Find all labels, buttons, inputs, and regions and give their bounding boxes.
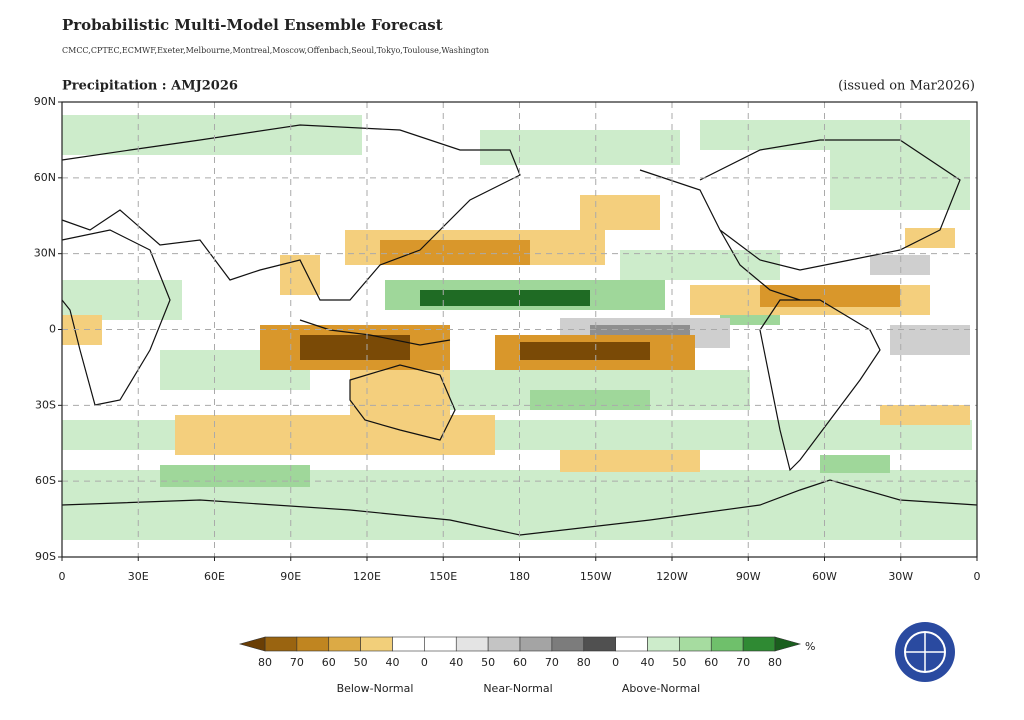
colorbar-cell bbox=[424, 636, 457, 652]
colorbar-label: 40 bbox=[386, 656, 400, 669]
variable: Precipitation : AMJ2026 bbox=[62, 79, 238, 94]
lon-label: 0 bbox=[59, 570, 66, 583]
lon-label: 60E bbox=[204, 570, 225, 583]
colorbar-label: 60 bbox=[322, 656, 336, 669]
lon-label: 150E bbox=[429, 570, 457, 583]
category-label: Near-Normal bbox=[483, 682, 552, 695]
colorbar-label: 70 bbox=[545, 656, 559, 669]
colorbar-cell bbox=[264, 636, 298, 652]
lat-label: 90S bbox=[35, 550, 56, 563]
lon-label: 60W bbox=[812, 570, 837, 583]
below-normal-mid bbox=[260, 240, 900, 370]
lon-label: 120W bbox=[656, 570, 688, 583]
colorbar-label: 80 bbox=[768, 656, 782, 669]
colorbar: 80 70 60 50 40 0 40 50 60 70 80 0 40 50 60 70 80% Below-N… bbox=[238, 636, 815, 695]
below-normal-light bbox=[62, 195, 970, 472]
colorbar-label: 40 bbox=[449, 656, 463, 669]
colorbar-label: 60 bbox=[704, 656, 718, 669]
lon-label: 30W bbox=[888, 570, 913, 583]
wmo-logo bbox=[895, 622, 955, 682]
title: Probabilistic Multi-Model Ensemble Forec… bbox=[62, 16, 443, 34]
above-normal-strong bbox=[420, 290, 590, 306]
colorbar-cell bbox=[296, 636, 330, 652]
colorbar-cell bbox=[583, 636, 616, 652]
colorbar-label: 80 bbox=[258, 656, 272, 669]
category-label: Below-Normal bbox=[337, 682, 414, 695]
colorbar-cell bbox=[551, 636, 585, 652]
lon-label: 90E bbox=[280, 570, 301, 583]
lon-label: 180 bbox=[509, 570, 530, 583]
colorbar-cell bbox=[360, 636, 393, 652]
lat-label: 30N bbox=[34, 247, 56, 260]
colorbar-cell bbox=[679, 636, 712, 652]
colorbar-cell bbox=[742, 636, 776, 652]
issued: (issued on Mar2026) bbox=[838, 79, 975, 94]
lat-label: 30S bbox=[35, 398, 56, 411]
graticule bbox=[62, 102, 977, 557]
lat-label: 90N bbox=[34, 95, 56, 108]
colorbar-label: 60 bbox=[513, 656, 527, 669]
colorbar-label: 0 bbox=[421, 656, 428, 669]
colorbar-label: 50 bbox=[354, 656, 368, 669]
lon-label: 120E bbox=[353, 570, 381, 583]
colorbar-unit: % bbox=[805, 640, 815, 653]
colorbar-cell bbox=[487, 636, 521, 652]
colorbar-label: 50 bbox=[481, 656, 495, 669]
colorbar-cell bbox=[615, 636, 648, 652]
colorbar-cell bbox=[519, 636, 553, 652]
colorbar-label: 70 bbox=[290, 656, 304, 669]
colorbar-cell bbox=[455, 636, 489, 652]
colorbar-label: 40 bbox=[641, 656, 655, 669]
lon-label: 150W bbox=[580, 570, 612, 583]
coastlines bbox=[61, 124, 978, 536]
colorbar-cell bbox=[647, 636, 680, 652]
category-label: Above-Normal bbox=[622, 682, 700, 695]
lon-label: 30E bbox=[128, 570, 149, 583]
colorbar-end bbox=[774, 636, 802, 652]
colorbar-label: 0 bbox=[612, 656, 619, 669]
lat-label: 0 bbox=[49, 323, 56, 336]
colorbar-cell bbox=[710, 636, 744, 652]
lat-label: 60N bbox=[34, 171, 56, 184]
lon-label: 90W bbox=[736, 570, 761, 583]
colorbar-cell bbox=[328, 636, 361, 652]
colorbar-end bbox=[238, 636, 266, 652]
colorbar-label: 80 bbox=[577, 656, 591, 669]
lat-label: 60S bbox=[35, 474, 56, 487]
colorbar-cell bbox=[392, 636, 425, 652]
models: CMCC,CPTEC,ECMWF,Exeter,Melbourne,Montre… bbox=[62, 46, 489, 55]
colorbar-label: 50 bbox=[672, 656, 686, 669]
colorbar-label: 70 bbox=[736, 656, 750, 669]
lon-label: 0 bbox=[974, 570, 981, 583]
